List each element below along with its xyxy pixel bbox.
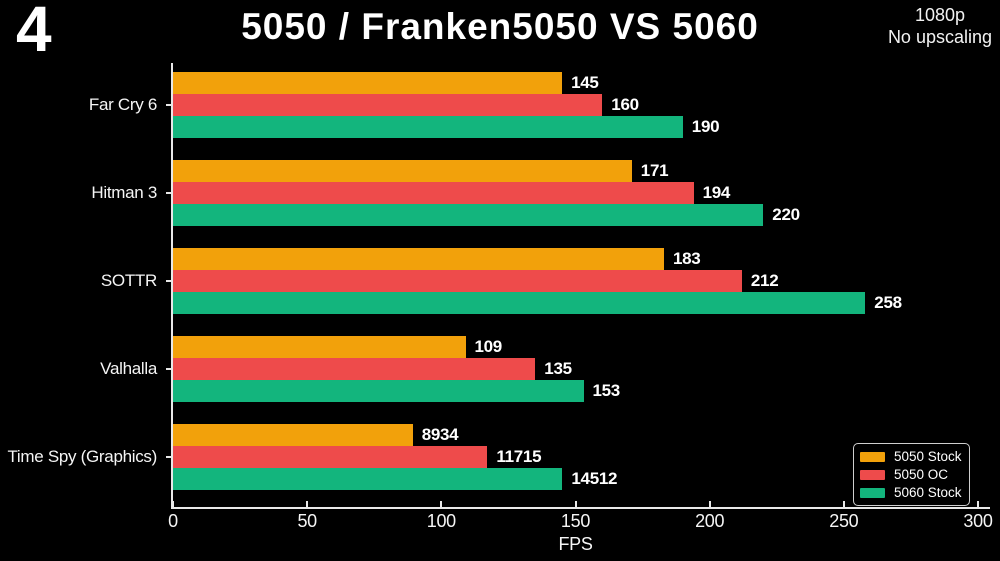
bar-value-label: 153 (592, 381, 621, 400)
bar: 258 (173, 292, 902, 314)
legend-swatch (860, 469, 885, 480)
resolution-note: 1080p No upscaling (888, 4, 992, 48)
bar-group: 145 160 190 (173, 72, 990, 138)
y-axis-tick (166, 192, 171, 194)
chart-title: 5050 / Franken5050 VS 5060 (241, 6, 759, 47)
bar: 153 (173, 380, 620, 402)
legend-swatch (860, 487, 885, 498)
y-axis-tick (166, 456, 171, 458)
bar: 8934 (173, 424, 459, 446)
bar-value-label: 160 (611, 95, 639, 114)
x-axis-tick (440, 501, 443, 507)
bar: 194 (173, 182, 730, 204)
bar-value-label: 220 (772, 205, 800, 224)
bar: 14512 (173, 468, 617, 490)
bar-value-label: 212 (750, 271, 779, 290)
slide-number: 4 (16, 0, 52, 65)
legend-label: 5050 Stock (894, 449, 962, 464)
x-axis-tick-label: 100 (426, 511, 456, 531)
bar-group: 171 194 220 (173, 160, 990, 226)
bar-group: 183 212 258 (173, 248, 990, 314)
bar: 11715 (173, 446, 542, 468)
bar: 171 (173, 160, 669, 182)
y-axis-tick (166, 104, 171, 106)
legend-item: 5060 Stock (860, 485, 962, 500)
bar: 190 (173, 116, 720, 138)
category-label: Time Spy (Graphics) (7, 447, 157, 466)
x-axis-tick-label: 300 (963, 511, 993, 531)
legend-label: 5050 OC (894, 467, 949, 482)
legend-swatch (860, 451, 885, 462)
bar-value-label: 183 (673, 249, 701, 268)
bar-value-label: 145 (571, 73, 599, 92)
legend-label: 5060 Stock (894, 485, 962, 500)
bar: 212 (173, 270, 779, 292)
x-axis-tick-label: 250 (829, 511, 859, 531)
y-axis-category-labels: Far Cry 6 Hitman 3 SOTTR Valhalla Time Spy (… (0, 63, 163, 509)
bar-value-label: 194 (702, 183, 731, 202)
x-axis-tick-label: 50 (297, 511, 317, 531)
x-axis-title: FPS (558, 534, 593, 554)
bar: 183 (173, 248, 701, 270)
bar: 160 (173, 94, 639, 116)
bar-value-label: 171 (640, 161, 669, 180)
resolution-note-line1: 1080p (914, 5, 965, 25)
bar: 145 (173, 72, 599, 94)
bar-value-label: 190 (691, 117, 720, 136)
legend-item: 5050 OC (860, 467, 961, 482)
legend-item: 5050 Stock (860, 449, 962, 464)
x-axis-tick (172, 501, 174, 507)
bar-group: 109 135 153 (173, 336, 990, 402)
legend: 5050 Stock 5050 OC 5060 Stock (853, 443, 970, 506)
y-axis-tick (166, 280, 171, 282)
bar: 109 (173, 336, 502, 358)
x-axis-tick (306, 501, 309, 507)
bar-value-label: 258 (874, 293, 902, 312)
bar: 135 (173, 358, 572, 380)
x-axis-tick (574, 501, 577, 507)
bar-value-label: 8934 (421, 425, 459, 444)
x-axis-tick (708, 501, 711, 507)
resolution-note-line2: No upscaling (887, 27, 992, 47)
y-axis-tick (166, 368, 171, 370)
category-label: Valhalla (100, 359, 157, 378)
x-axis-tick (842, 501, 845, 507)
x-axis-tick-label: 0 (168, 511, 178, 531)
category-label: SOTTR (100, 271, 157, 290)
category-label: Hitman 3 (91, 183, 157, 202)
x-axis-tick-label: 150 (560, 511, 591, 531)
bar-value-label: 11715 (496, 447, 542, 466)
bar-value-label: 14512 (571, 469, 618, 488)
bar-group: 8934 11715 14512 (173, 424, 990, 490)
category-label: Far Cry 6 (88, 95, 157, 114)
x-axis-tick (977, 501, 979, 507)
plot-area: 145 160 190 171 194 220 183 212 258 109 135 153 8934… (166, 63, 993, 554)
bar: 220 (173, 204, 800, 226)
x-axis-tick-label: 200 (695, 511, 725, 531)
bar-value-label: 135 (544, 359, 572, 378)
bar-value-label: 109 (474, 337, 503, 356)
